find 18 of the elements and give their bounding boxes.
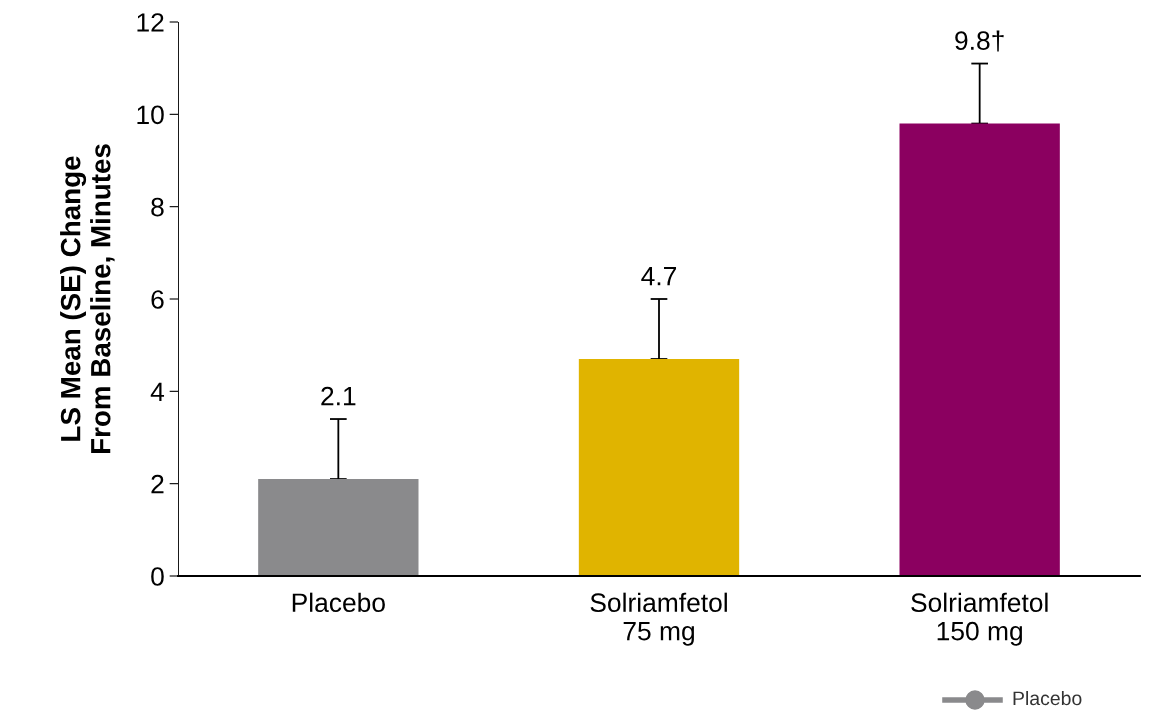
bar [899, 123, 1060, 576]
y-tick-label: 8 [151, 197, 164, 217]
data-label: 4.7 [641, 267, 677, 286]
x-tick-label: Placebo [292, 592, 385, 613]
y-tick-label: 0 [151, 567, 164, 586]
y-tick-label: 10 [137, 105, 164, 125]
x-tick-label: Solriamfetol 150 mg [911, 592, 1048, 646]
y-tick-label: 2 [151, 474, 164, 494]
text: Placebo [1013, 690, 1082, 706]
y-axis-title: LS Mean (SE) Change From Baseline, Minutes [60, 144, 115, 454]
y-tick-label: 6 [151, 290, 164, 309]
x-tick-label: Solriamfetol 75 mg [590, 592, 727, 646]
bar [258, 479, 419, 576]
y-tick-label: 12 [137, 13, 164, 32]
bar [578, 359, 740, 576]
y-tick-label: 4 [150, 382, 165, 401]
data-label: 2.1 [321, 386, 356, 406]
data-label: 9.8† [955, 30, 1004, 52]
